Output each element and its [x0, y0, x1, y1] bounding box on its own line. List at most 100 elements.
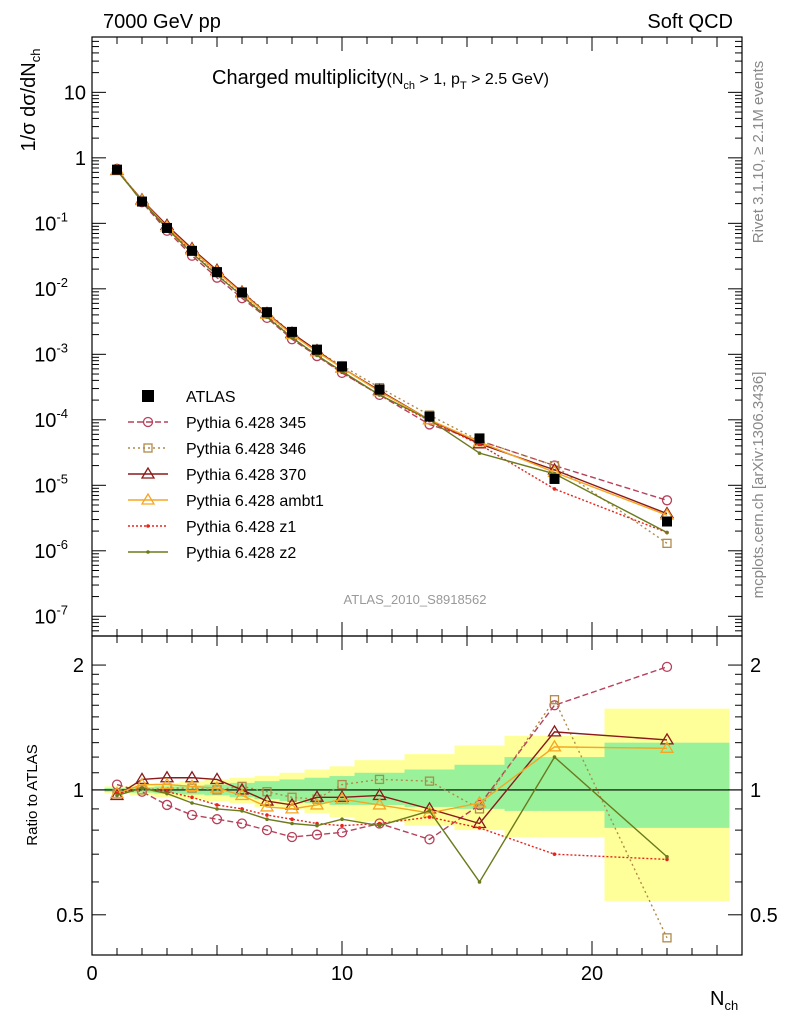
y-tick-exponent: -1 — [56, 209, 68, 224]
ratio-y-tick-label: 0.5 — [56, 905, 84, 927]
ratio-series-line — [116, 698, 668, 939]
data-point-marker — [665, 530, 669, 535]
data-point-marker — [312, 344, 322, 355]
main-y-label-text: 1/σ dσ/dN — [18, 62, 40, 151]
data-point-marker — [265, 813, 269, 817]
legend-entry: Pythia 6.428 z1 — [128, 519, 296, 536]
legend-label: ATLAS — [186, 389, 236, 406]
data-point-marker — [265, 817, 269, 822]
legend-label: Pythia 6.428 ambt1 — [186, 493, 324, 510]
legend-label: Pythia 6.428 z1 — [186, 519, 296, 536]
y-tick-base: 1 — [75, 148, 86, 170]
data-point-marker — [662, 933, 672, 943]
data-point-marker — [477, 880, 482, 884]
data-point-marker — [659, 732, 675, 745]
data-point-marker — [659, 741, 675, 753]
data-point-marker — [549, 473, 560, 484]
data-point-marker — [549, 700, 560, 711]
header-right: Soft QCD — [647, 11, 733, 33]
data-point-marker — [137, 196, 147, 207]
data-point-marker — [190, 801, 194, 805]
y-tick-label: 10-1 — [34, 209, 68, 235]
legend: ATLAS Pythia 6.428 345 Pythia 6.428 346 Pyt… — [128, 389, 324, 562]
data-point-marker — [477, 826, 482, 830]
data-point-marker — [315, 823, 319, 828]
y-tick-exponent: -3 — [56, 340, 68, 355]
data-point-marker — [374, 774, 385, 785]
data-point-marker — [424, 834, 435, 845]
ratio-panel: 0 10 20 0.5 0.5 1 1 2 2 — [56, 635, 778, 985]
rivet-label: Rivet 3.1.10, ≥ 2.1M events — [750, 61, 767, 244]
mcplots-label: mcplots.cern.ch [arXiv:1306.3436] — [750, 372, 767, 599]
x-tick-label: 10 — [331, 963, 353, 985]
uncertainty-band-green — [404, 769, 455, 807]
y-tick-base: 10 — [34, 606, 56, 628]
y-tick-label: 10 — [64, 82, 86, 104]
legend-label: Pythia 6.428 370 — [186, 467, 306, 484]
series-line — [116, 169, 668, 544]
ratio-series-line — [116, 666, 668, 841]
data-point-marker — [165, 791, 169, 796]
data-point-marker — [309, 797, 325, 810]
data-point-marker — [665, 857, 669, 862]
ratio-y-tick-label-right: 2 — [750, 655, 761, 677]
ratio-y-tick-label-right: 0.5 — [750, 905, 778, 927]
ratio-y-tick-label-right: 1 — [750, 780, 761, 802]
data-point-marker — [547, 739, 562, 752]
y-tick-exponent: -5 — [56, 471, 68, 486]
data-point-marker — [237, 287, 247, 298]
y-tick-base: 10 — [34, 279, 56, 301]
data-point-marker — [552, 755, 557, 759]
x-label-text: N — [710, 988, 724, 1010]
data-point-marker — [334, 790, 350, 802]
y-tick-base: 10 — [64, 82, 86, 104]
data-point-marker — [215, 807, 219, 811]
title-cut-sub: ch — [403, 80, 415, 92]
ratio-y-tick-label: 1 — [73, 780, 84, 802]
y-tick-base: 10 — [34, 410, 56, 432]
uncertainty-band-green — [454, 764, 505, 809]
data-point-marker — [334, 791, 350, 804]
ratio-series-line — [116, 731, 668, 825]
data-point-marker — [142, 390, 154, 402]
data-point-marker — [159, 777, 175, 790]
data-point-marker — [340, 823, 344, 828]
data-point-marker — [261, 824, 273, 836]
data-point-marker — [424, 411, 435, 422]
legend-label: Pythia 6.428 346 — [186, 441, 306, 458]
data-point-marker — [661, 495, 673, 506]
title-cut-rest2: > 2.5 GeV) — [467, 71, 549, 88]
data-point-marker — [115, 793, 119, 798]
data-point-marker — [286, 831, 298, 843]
title-cut-sub2: T — [460, 80, 467, 92]
data-point-marker — [552, 487, 557, 491]
legend-entry: Pythia 6.428 370 — [128, 466, 306, 484]
legend-entry: Pythia 6.428 345 — [128, 415, 306, 432]
uncertainty-band-green — [604, 742, 730, 828]
ratio-y-label: Ratio to ATLAS — [24, 744, 41, 845]
y-tick-label: 10-6 — [34, 537, 68, 563]
data-point-marker — [184, 770, 200, 783]
data-point-marker — [549, 695, 560, 705]
data-point-marker — [186, 809, 198, 821]
data-point-marker — [340, 817, 344, 822]
data-point-marker — [234, 788, 250, 801]
main-y-label: 1/σ dσ/dNch — [18, 49, 43, 152]
svg-text:Charged multiplicity(Nch > 1,: Charged multiplicity(Nch > 1, pT > 2.5 G… — [212, 67, 549, 92]
data-point-marker — [290, 817, 294, 822]
series-line — [116, 170, 668, 515]
legend-entry: Pythia 6.428 z2 — [128, 545, 296, 562]
y-tick-base: 10 — [34, 344, 56, 366]
data-point-marker — [290, 821, 294, 826]
data-point-marker — [287, 326, 297, 337]
data-point-marker — [474, 433, 485, 444]
y-tick-label: 10-3 — [34, 340, 68, 366]
data-point-marker — [190, 795, 194, 800]
y-tick-label: 10-2 — [34, 275, 68, 301]
data-point-marker — [109, 786, 125, 799]
data-point-marker — [159, 770, 175, 783]
y-tick-base: 10 — [34, 475, 56, 497]
data-point-marker — [309, 790, 325, 802]
uncertainty-band-green — [504, 757, 605, 811]
